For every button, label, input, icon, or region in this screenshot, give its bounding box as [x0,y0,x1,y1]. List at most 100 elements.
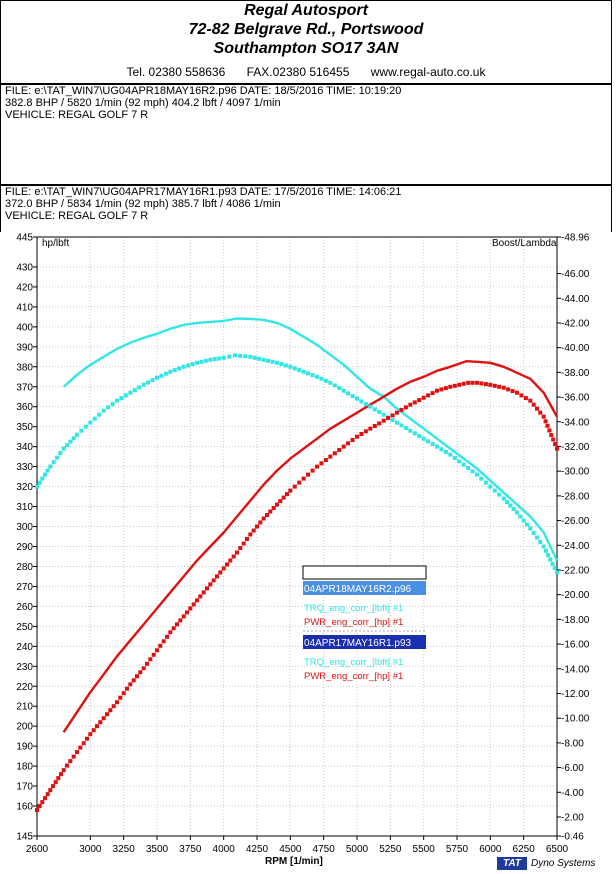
series-marker [525,522,529,527]
series-marker [403,426,408,430]
series-marker [408,428,413,433]
company-address-line1: 72-82 Belgrave Rd., Portswood [188,21,424,38]
series-marker [105,712,109,717]
series-marker [45,468,50,473]
series-marker [550,561,555,566]
series-marker [228,558,233,563]
series-marker [181,614,186,619]
legend-entry-label: PWR_eng_corr_[hp] #1 [304,671,403,682]
series-marker [121,691,126,696]
series-marker [448,452,453,457]
legend-file-bg [303,635,426,649]
series-marker [146,380,151,385]
run1-file-line: FILE: e:\TAT_WIN7\UG04APR18MAY16R2.p96 D… [5,85,402,97]
y-left-tick-label: 300 [16,522,33,533]
y-right-tick-label: -4.00 [561,788,584,799]
series-marker [137,385,142,390]
series-marker [515,390,519,395]
y-left-tick-label: 210 [16,702,33,713]
legend-file-label: 04APR18MAY16R2.p96 [304,584,412,595]
series-marker [61,446,66,451]
series-marker [381,412,386,417]
y-left-tick-label: 290 [16,542,33,553]
series-marker [390,418,395,422]
series-marker [110,402,115,407]
series-marker [515,510,519,515]
series-marker [497,384,502,389]
y-left-tick-label: 310 [16,502,33,513]
series-marker [71,436,76,441]
series-marker [56,776,61,781]
series-marker [128,682,133,687]
series-marker [319,376,324,381]
y-right-tick-label: -8.00 [561,738,584,749]
x-tick-label: 6000 [479,844,502,855]
series-marker [538,540,543,544]
series-marker [241,541,246,546]
series-marker [123,393,128,398]
series-marker [78,745,83,750]
series-marker [511,507,516,511]
series-marker [268,509,273,514]
series-marker [59,772,63,777]
series-marker [363,402,368,407]
run1-power-line: 382.8 BHP / 5820 1/min (92 mph) 404.2 lb… [5,97,281,109]
series-marker [257,356,262,361]
y-right-tick-label: -34.00 [561,417,590,428]
series-marker [135,674,139,679]
series-marker [552,566,557,571]
series-marker [417,398,422,403]
legend-entry-label: TRQ_eng_corr_[lbft] #1 [304,657,403,668]
series-marker [97,412,102,417]
series-marker [372,407,377,412]
series-marker [221,566,226,571]
series-marker [372,424,377,428]
y-left-tick-label: 420 [16,282,33,293]
series-marker [292,366,297,371]
series-marker [363,429,368,434]
company-address-line2: Southampton SO17 3AN [213,40,399,57]
y-left-tick-label: 360 [16,402,33,413]
report-header: Regal Autosport 72-82 Belgrave Rd., Port… [0,0,612,84]
series-marker [337,448,342,452]
y-right-tick-label: -44.00 [561,294,590,305]
series-marker [45,792,50,797]
series-marker [195,360,199,365]
series-marker [346,441,351,446]
series-marker [412,400,417,405]
series-marker [285,492,289,497]
series-marker [457,382,462,387]
series-marker [279,362,284,367]
series-marker [346,391,351,396]
series-marker [141,382,146,387]
legend-file-label: 04APR17MAY16R1.p93 [304,638,412,649]
series-marker [548,557,553,562]
x-tick-label: 2600 [26,844,49,855]
series-marker [315,374,319,379]
series-marker [555,446,559,451]
series-marker [125,686,129,691]
series-marker [208,582,213,587]
series-marker [261,357,266,362]
series-marker [475,472,479,477]
series-marker [191,602,196,607]
y-right-tick-label: -26.00 [561,516,590,527]
x-tick-label: 4750 [313,844,336,855]
y-left-tick-label: 190 [16,742,33,753]
series-marker [148,657,153,662]
series-marker [547,428,552,433]
y-left-tick-label: 400 [16,322,33,333]
series-marker [288,364,293,369]
series-marker [435,388,439,393]
series-marker [281,495,286,500]
y-left-tick-label: 370 [16,382,33,393]
series-marker [65,763,69,768]
series-marker [233,353,238,358]
series-marker [368,426,373,431]
series-marker [40,800,45,805]
series-marker [301,369,306,374]
series-marker [501,496,506,501]
series-marker [359,432,364,436]
series-marker [258,520,263,525]
series-marker [235,550,239,555]
